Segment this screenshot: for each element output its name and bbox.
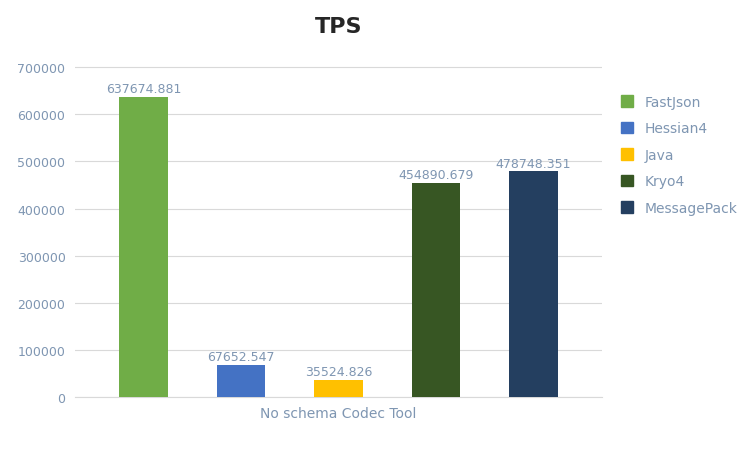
Bar [217, 365, 265, 397]
Text: 35524.826: 35524.826 [305, 365, 372, 378]
Text: 637674.881: 637674.881 [106, 83, 181, 96]
Text: 454890.679: 454890.679 [399, 168, 474, 181]
Text: 478748.351: 478748.351 [496, 157, 571, 170]
Text: 67652.547: 67652.547 [207, 350, 274, 363]
Bar [119, 97, 168, 397]
Bar [314, 380, 362, 397]
Legend: FastJson, Hessian4, Java, Kryo4, MessagePack: FastJson, Hessian4, Java, Kryo4, Message… [614, 88, 744, 222]
Bar [411, 183, 460, 397]
Bar [509, 172, 558, 397]
Title: TPS: TPS [314, 18, 362, 37]
